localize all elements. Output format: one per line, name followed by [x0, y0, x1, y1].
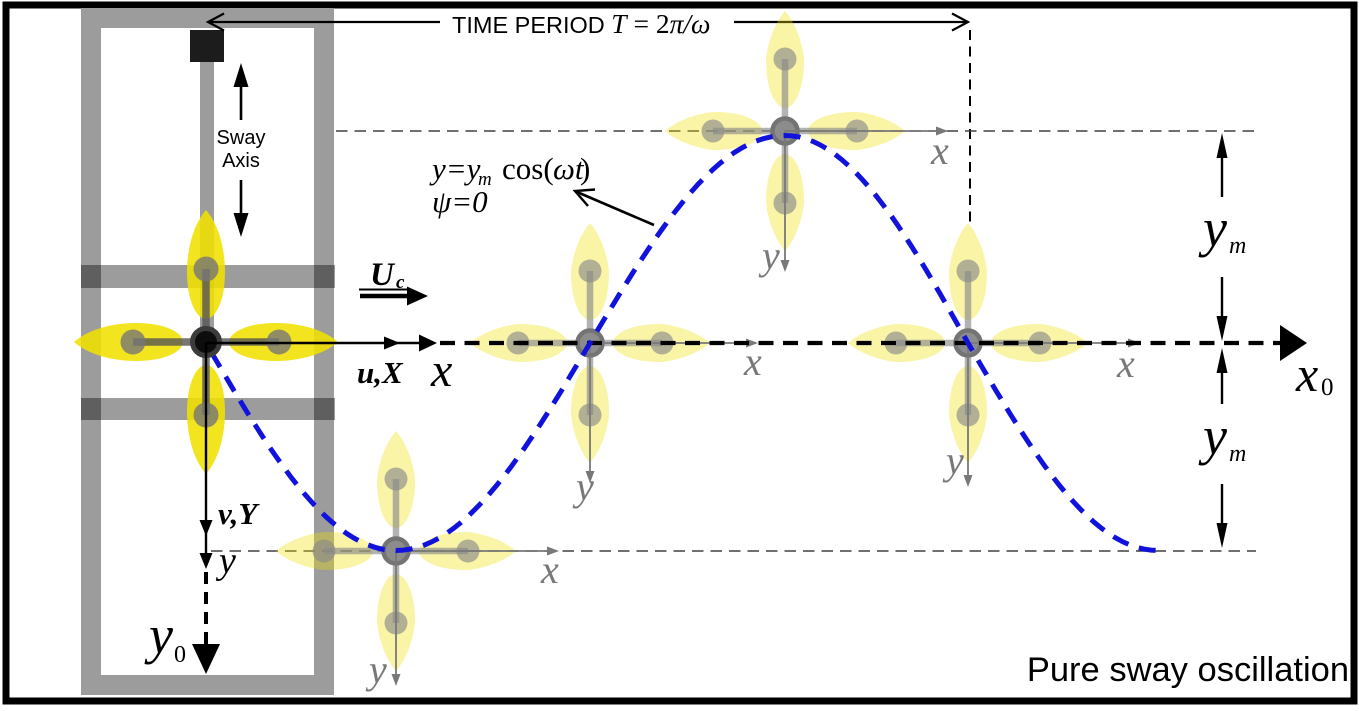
svg-text:m: m: [478, 169, 492, 190]
svg-text:m: m: [1229, 441, 1246, 467]
svg-text:v,Y: v,Y: [218, 496, 260, 531]
svg-text:Sway: Sway: [217, 127, 266, 149]
svg-text:Axis: Axis: [222, 150, 260, 172]
svg-text:TIME PERIOD T = 2π/ω: TIME PERIOD T = 2π/ω: [452, 8, 710, 39]
svg-text:ψ=0: ψ=0: [432, 184, 488, 219]
svg-text:y: y: [942, 438, 964, 483]
svg-text:y: y: [215, 540, 236, 582]
svg-text:Pure sway oscillation: Pure sway oscillation: [1027, 651, 1349, 689]
svg-text:x: x: [743, 339, 762, 384]
svg-text:y=y: y=y: [429, 151, 481, 186]
svg-text:x: x: [1295, 346, 1318, 402]
svg-text:y: y: [572, 464, 594, 509]
svg-text:x: x: [430, 344, 452, 397]
svg-text:U: U: [370, 257, 396, 293]
svg-text:cos(: cos(: [502, 151, 554, 186]
svg-text:0: 0: [174, 642, 186, 668]
svg-text:c: c: [396, 272, 405, 293]
svg-text:y: y: [758, 233, 780, 278]
svg-text:y: y: [365, 647, 387, 692]
svg-text:x: x: [1116, 341, 1135, 386]
svg-text:0: 0: [1321, 374, 1334, 401]
svg-text:y: y: [1198, 198, 1227, 258]
svg-text:y: y: [1198, 406, 1227, 466]
svg-text:): ): [580, 151, 590, 186]
svg-text:y: y: [144, 605, 173, 665]
svg-text:x: x: [930, 128, 949, 173]
svg-text:ωt: ωt: [553, 151, 585, 186]
svg-text:u,X: u,X: [357, 355, 404, 390]
svg-text:m: m: [1229, 233, 1246, 259]
svg-text:x: x: [540, 547, 559, 592]
